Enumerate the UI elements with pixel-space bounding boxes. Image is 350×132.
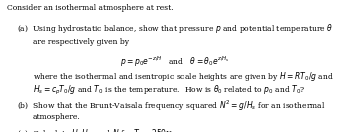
Text: (c)  Calculate $H$, $H_s$, and $N$ for $T_0 = 250$K.: (c) Calculate $H$, $H_s$, and $N$ for $T…: [17, 127, 175, 132]
Text: are respectively given by: are respectively given by: [33, 37, 129, 46]
Text: (a)  Using hydrostatic balance, show that pressure $p$ and potential temperature: (a) Using hydrostatic balance, show that…: [17, 22, 334, 35]
Text: $p = p_0 e^{-z/H}$   and   $\theta = \theta_0 e^{z/H_s}$: $p = p_0 e^{-z/H}$ and $\theta = \theta_…: [120, 54, 230, 69]
Text: atmosphere.: atmosphere.: [33, 113, 80, 121]
Text: $H_s = c_p T_0/g$ and $T_0$ is the temperature.  How is $\theta_0$ related to $p: $H_s = c_p T_0/g$ and $T_0$ is the tempe…: [33, 84, 305, 97]
Text: where the isothermal and isentropic scale heights are given by $H = RT_0/g$ and: where the isothermal and isentropic scal…: [33, 70, 334, 83]
Text: Consider an isothermal atmosphere at rest.: Consider an isothermal atmosphere at res…: [7, 4, 174, 12]
Text: (b)  Show that the Brunt-Vaisala frequency squared $N^2 = g/H_s$ for an isotherm: (b) Show that the Brunt-Vaisala frequenc…: [17, 99, 326, 113]
